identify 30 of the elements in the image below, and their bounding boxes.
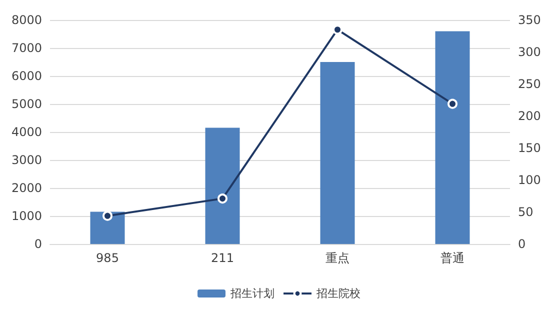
y-tick-label: 4000: [11, 125, 42, 139]
y-tick-label: 6000: [11, 69, 42, 83]
y2-tick-label: 100: [518, 173, 541, 187]
x-tick-label: 211: [211, 251, 234, 265]
y2-tick-label: 50: [518, 205, 534, 219]
y2-tick-label: 200: [518, 109, 541, 123]
y-tick-label: 8000: [11, 13, 42, 27]
legend-label: 招生计划: [230, 287, 274, 300]
y-tick-label: 5000: [11, 97, 42, 111]
x-tick-label: 985: [96, 251, 119, 265]
y-tick-label: 3000: [11, 153, 42, 167]
point: [448, 98, 458, 109]
bar: [320, 62, 355, 244]
y2-tick-label: 250: [518, 77, 541, 91]
y-tick-label: 0: [34, 237, 42, 251]
y2-tick-label: 300: [518, 45, 541, 59]
y-tick-label: 7000: [11, 41, 42, 55]
y-tick-label: 1000: [11, 209, 42, 223]
x-tick-label: 重点: [326, 251, 350, 265]
bar: [435, 31, 470, 244]
y2-tick-label: 150: [518, 141, 541, 155]
x-tick-label: 普通: [440, 251, 464, 265]
bar: [205, 128, 240, 244]
legend-label: 招生院校: [316, 287, 360, 300]
y2-tick-label: 0: [518, 237, 526, 251]
y2-tick-label: 350: [518, 13, 541, 27]
point: [218, 194, 228, 204]
bar: [90, 212, 125, 244]
point: [102, 210, 112, 221]
y-tick-label: 2000: [11, 181, 42, 195]
